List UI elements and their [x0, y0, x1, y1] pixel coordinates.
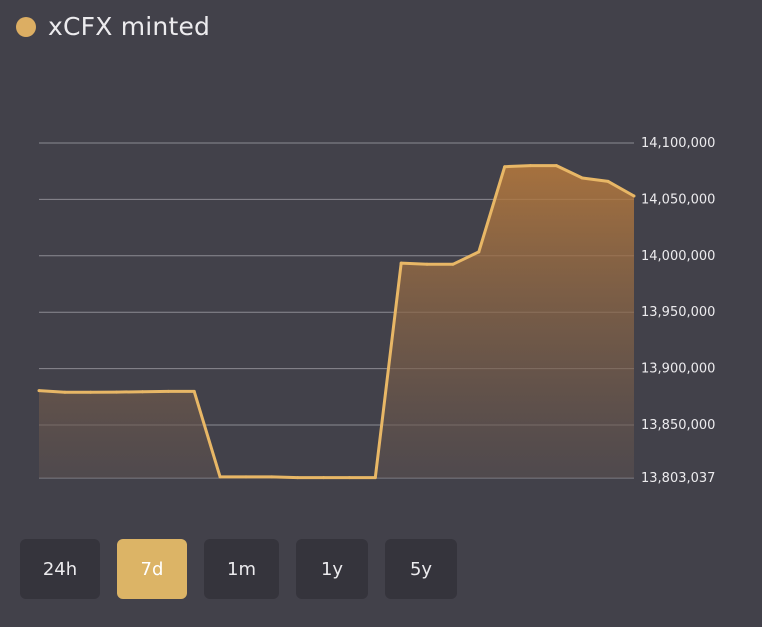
data-point[interactable] — [218, 475, 222, 479]
data-point[interactable] — [322, 476, 326, 480]
data-point[interactable] — [347, 476, 351, 480]
data-point[interactable] — [529, 164, 532, 168]
data-points-layer — [37, 164, 636, 480]
data-point[interactable] — [503, 165, 507, 169]
data-point[interactable] — [37, 389, 41, 393]
y-tick-label: 13,900,000 — [641, 362, 715, 377]
data-point[interactable] — [244, 475, 248, 479]
chart-header: xCFX minted — [16, 12, 210, 41]
time-range-selector: 24h 7d 1m 1y 5y — [20, 539, 457, 599]
data-point[interactable] — [270, 475, 274, 479]
series-line — [38, 164, 635, 480]
y-tick-label: 13,803,037 — [641, 471, 715, 486]
y-tick-label: 14,050,000 — [641, 192, 715, 207]
range-button-1y[interactable]: 1y — [296, 539, 368, 599]
data-point[interactable] — [296, 476, 300, 480]
range-button-24h[interactable]: 24h — [20, 539, 100, 599]
data-point[interactable] — [192, 389, 196, 393]
area-fill-layer — [39, 165, 634, 478]
data-point[interactable] — [606, 179, 610, 183]
legend-dot-icon — [16, 16, 36, 37]
series-line-layer — [38, 164, 635, 480]
y-tick-label: 14,000,000 — [641, 249, 715, 264]
data-point[interactable] — [399, 261, 403, 265]
data-point[interactable] — [580, 176, 584, 180]
chart-title: xCFX minted — [48, 12, 211, 41]
y-axis-tick-labels: 14,100,000 14,050,000 14,000,000 13,950,000… — [641, 136, 715, 486]
data-point[interactable] — [451, 262, 455, 266]
data-point[interactable] — [632, 194, 636, 198]
data-point[interactable] — [166, 389, 170, 393]
data-point[interactable] — [477, 250, 481, 254]
area-chart: 14,100,000 14,050,000 14,000,000 13,950,000… — [37, 136, 715, 486]
range-button-5y[interactable]: 5y — [385, 539, 457, 599]
data-point[interactable] — [115, 390, 119, 394]
y-tick-label: 13,950,000 — [641, 305, 715, 320]
data-point[interactable] — [425, 262, 429, 266]
data-point[interactable] — [554, 164, 558, 168]
range-button-7d[interactable]: 7d — [117, 539, 187, 599]
area-fill — [39, 165, 634, 478]
data-point[interactable] — [63, 390, 67, 394]
data-point[interactable] — [141, 390, 144, 394]
range-button-1m[interactable]: 1m — [204, 539, 279, 599]
data-point[interactable] — [89, 390, 93, 394]
y-tick-label: 13,850,000 — [641, 418, 715, 433]
y-tick-label: 14,100,000 — [641, 136, 715, 151]
data-point[interactable] — [373, 476, 377, 480]
